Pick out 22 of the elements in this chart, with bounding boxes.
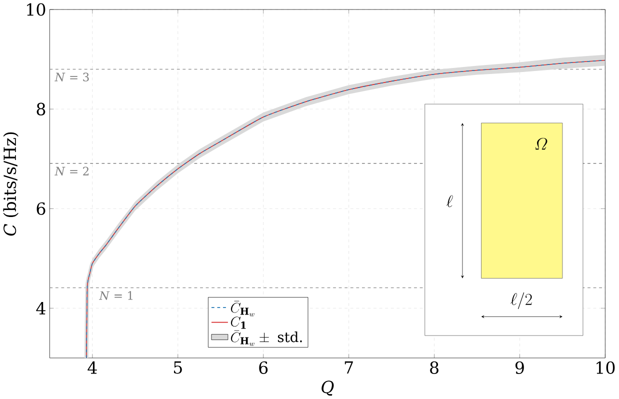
y-tick-label: 4 — [36, 302, 46, 314]
annotation: $\varOmega$ — [536, 138, 548, 150]
x-tick-label: 10 — [596, 361, 615, 374]
y-tick-label: 10 — [27, 3, 46, 16]
x-tick-label: 4 — [88, 361, 97, 374]
x-tick-label: 6 — [259, 361, 268, 374]
legend-label: $C_{\mathbf{1}}$ — [230, 316, 246, 329]
x-tick-label: 8 — [430, 361, 438, 374]
x-tick-label: 9 — [515, 361, 524, 374]
y-tick-label: 6 — [36, 202, 46, 216]
annotation: N = 2 — [54, 166, 89, 176]
annotation: N = 1 — [98, 291, 132, 300]
legend-label: $\bar{C}_{\mathbf{H}_w}$ — [230, 300, 254, 316]
annotation: $\ell/2$ — [510, 292, 532, 310]
annotation: N = 3 — [54, 72, 89, 82]
y-tick-label: 8 — [36, 102, 46, 116]
x-tick-label: 7 — [344, 361, 353, 374]
annotation: $\ell$ — [446, 195, 453, 208]
x-tick-label: 5 — [174, 361, 182, 374]
legend-label: $\bar{C}_{\mathbf{H}_w}\pm\text{ std.}$ — [230, 330, 302, 346]
x-axis-title: Q — [322, 380, 334, 396]
y-axis-title: C (bits/s/Hz) — [3, 132, 18, 236]
